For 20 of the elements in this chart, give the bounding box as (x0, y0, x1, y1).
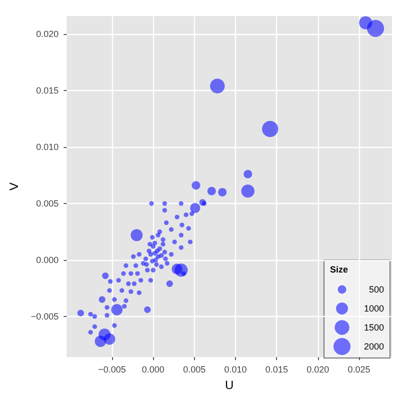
legend-label: 1500 (364, 322, 384, 332)
y-tick-label: −0.005 (30, 311, 59, 322)
x-tick-label: −0.005 (98, 364, 126, 375)
x-tick-label: 0.010 (224, 364, 247, 375)
x-tick-label: 0.000 (142, 364, 164, 375)
x-axis-title: U (225, 378, 234, 392)
legend-label: 1000 (364, 304, 384, 314)
legend-label: 2000 (364, 342, 384, 352)
x-tick-label: 0.005 (183, 364, 206, 375)
x-tick-label: 0.025 (348, 364, 370, 375)
x-tick-label: 0.015 (265, 364, 288, 375)
y-tick-label: 0.015 (36, 86, 59, 96)
y-tick-label: 0.005 (36, 198, 59, 208)
y-tick-label: 0.010 (36, 142, 59, 152)
y-tick-label: 0.000 (36, 254, 59, 265)
legend-title: Size (330, 264, 348, 274)
y-tick-label: 0.020 (36, 29, 59, 40)
x-tick-label: 0.020 (306, 364, 330, 375)
y-axis-title: V (7, 182, 21, 191)
legend-label: 500 (368, 284, 384, 294)
